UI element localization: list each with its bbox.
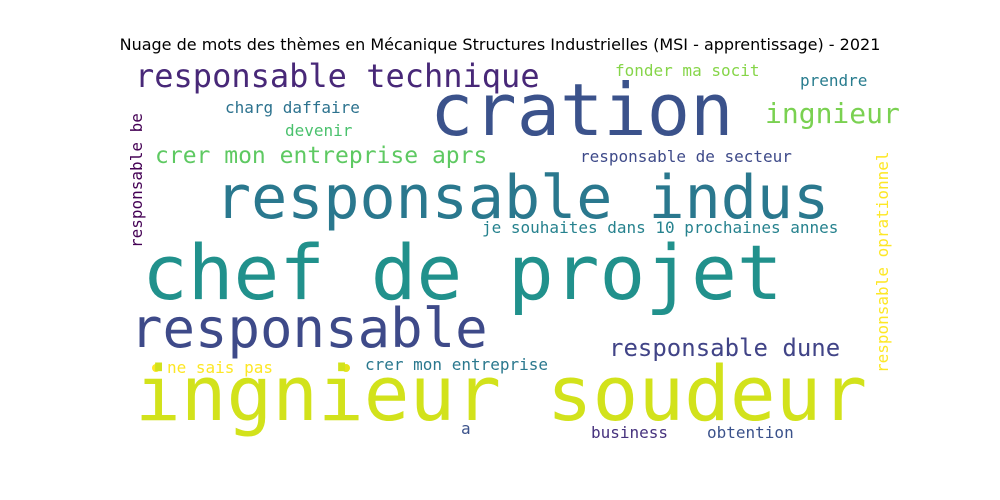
word-a: a xyxy=(461,419,471,438)
word-responsable-de-secteur: responsable de secteur xyxy=(580,147,792,166)
word-responsable-oprationnel: responsable oprationnel xyxy=(873,151,892,373)
word-ne-sais-pas: ne sais pas xyxy=(167,358,273,377)
word-je-souhaites-dans-10-prochaines-annes: je souhaites dans 10 prochaines annes xyxy=(482,218,839,237)
word-devenir: devenir xyxy=(285,121,353,140)
word-responsable-be: responsable be xyxy=(127,113,146,248)
dot-marker xyxy=(152,364,160,372)
word-ingnieur: ingnieur xyxy=(765,97,900,130)
word-crer-mon-entreprise-aprs: crer mon entreprise aprs xyxy=(155,143,488,169)
word-responsable: responsable xyxy=(130,297,488,360)
word-cration: cration xyxy=(430,68,734,152)
word-responsable-technique: responsable technique xyxy=(135,60,540,95)
word-responsable-dune: responsable dune xyxy=(609,334,841,362)
word-prendre: prendre xyxy=(800,71,868,90)
word-charg-daffaire: charg daffaire xyxy=(225,98,360,117)
word-chef-de-projet: chef de projet xyxy=(142,228,783,317)
word-ingnieur-soudeur: ingnieur soudeur xyxy=(135,349,868,438)
word-responsable-indus: responsable indus xyxy=(215,163,830,233)
chart-title: Nuage de mots des thèmes en Mécanique St… xyxy=(119,35,881,54)
word-obtention: obtention xyxy=(707,423,794,442)
word-crer-mon-entreprise: crer mon entreprise xyxy=(365,355,549,374)
dot-marker xyxy=(342,364,350,372)
word-business: business xyxy=(591,423,669,442)
word-cloud: responsable technique fonder ma socit pr… xyxy=(125,60,900,448)
word-fonder-ma-socit: fonder ma socit xyxy=(615,61,760,80)
